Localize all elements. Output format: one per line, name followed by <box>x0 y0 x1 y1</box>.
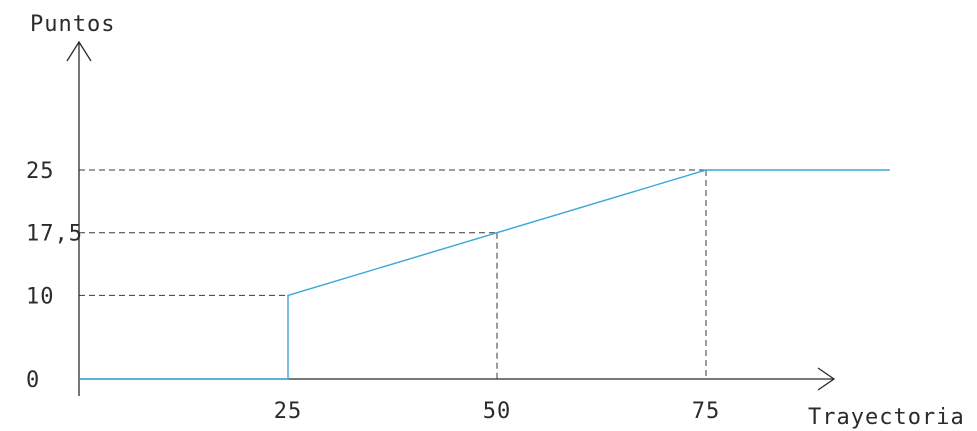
x-axis-arrow-icon <box>817 367 836 391</box>
x-tick-label: 75 <box>692 399 721 424</box>
axes <box>66 40 836 396</box>
x-tick-label: 25 <box>274 399 303 424</box>
x-tick-label: 50 <box>483 399 512 424</box>
series-line <box>79 169 890 380</box>
guide-lines <box>79 169 707 379</box>
x-axis-label: Trayectoria <box>808 405 965 430</box>
y-tick-label: 0 <box>26 368 40 393</box>
series-layer <box>79 169 890 380</box>
y-tick-label: 17,5 <box>26 222 83 247</box>
y-axis-arrow-icon <box>66 40 92 62</box>
y-tick-label: 10 <box>26 284 55 309</box>
y-axis-label: Puntos <box>30 12 115 37</box>
tick-labels: 0 10 17,5 25 25 50 75 <box>26 159 721 424</box>
y-tick-label: 25 <box>26 159 55 184</box>
